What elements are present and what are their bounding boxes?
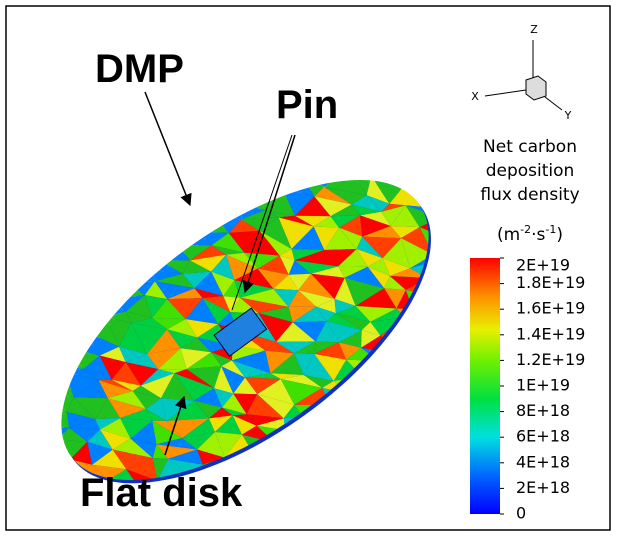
colorbar-tick-label: 1.8E+19	[516, 273, 585, 292]
axis-y: Y	[564, 109, 572, 122]
axis-z: Z	[530, 23, 538, 36]
colorbar-tick-label: 1.6E+19	[516, 299, 585, 318]
colorbar-tick-label: 0	[516, 504, 526, 523]
colorbar-tick-label: 4E+18	[516, 452, 570, 471]
colorbar-title: flux density	[480, 185, 579, 205]
colorbar-tick-label: 1.4E+19	[516, 324, 585, 343]
colorbar-tick-label: 1E+19	[516, 376, 570, 395]
colorbar-tick-label: 6E+18	[516, 427, 570, 446]
colorbar-title: deposition	[486, 161, 575, 181]
colorbar-tick-label: 2E+18	[516, 478, 570, 497]
unit-exponent: -2	[520, 223, 531, 236]
colorbar: 2E+191.8E+19 1.6E+19 1.4E+19 1.2E+19 1E+19 8E…	[470, 137, 585, 523]
colorbar-ramp	[470, 258, 500, 514]
unit-exponent: -1	[545, 223, 556, 236]
unit-base: (m	[497, 225, 520, 245]
unit-base: )	[556, 225, 563, 245]
colorbar-tick-label: 1.2E+19	[516, 350, 585, 369]
axis-x: X	[471, 90, 479, 103]
unit-base: ·s	[531, 225, 545, 245]
label-pin: Pin	[276, 83, 338, 127]
label-disk: Flat disk	[80, 471, 243, 515]
colorbar-title: Net carbon	[483, 137, 577, 157]
axis-box	[526, 76, 546, 100]
label-dmp: DMP	[95, 47, 184, 91]
figure: DMP Pin Flat disk Z X Y 2E+191.8E+19 1.6E…	[0, 0, 617, 536]
colorbar-tick-label: 8E+18	[516, 401, 570, 420]
colorbar-tick-label: 2E+19	[516, 256, 570, 275]
